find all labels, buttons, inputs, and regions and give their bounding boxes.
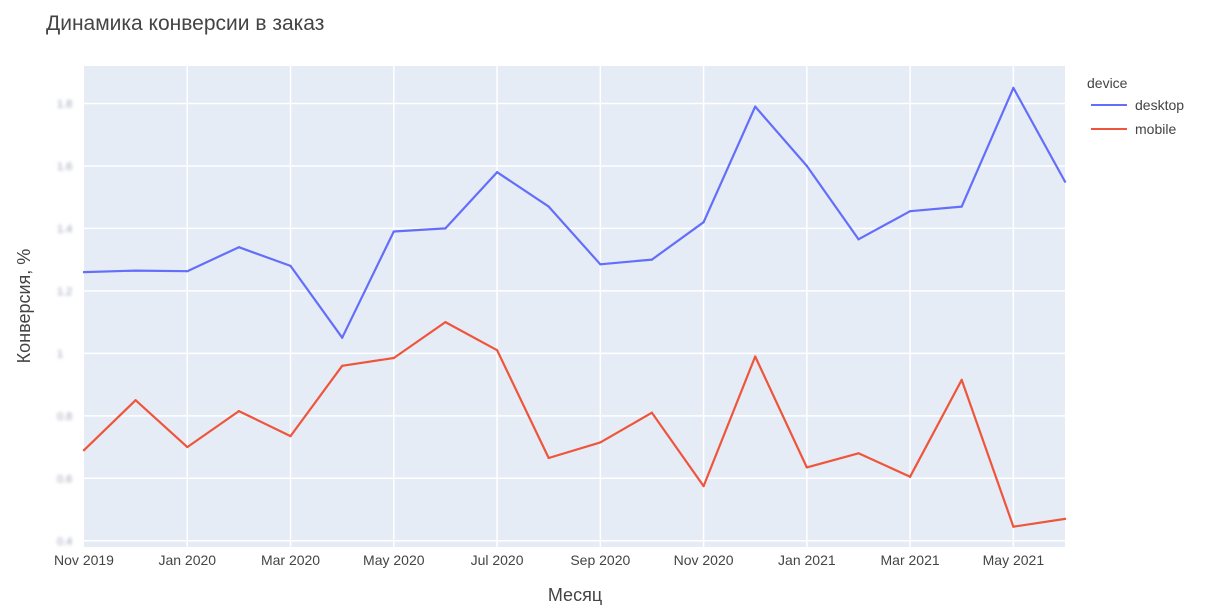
chart-title: Динамика конверсии в заказ <box>46 12 324 35</box>
data-point-desktop <box>134 269 137 272</box>
x-axis-title: Месяц <box>548 585 602 605</box>
data-point-mobile <box>237 410 240 413</box>
data-point-desktop <box>341 336 344 339</box>
data-point-desktop <box>960 205 963 208</box>
data-point-desktop <box>1012 86 1015 89</box>
x-tick-label: Nov 2019 <box>54 552 114 568</box>
y-tick-label: 0.8 <box>57 411 72 423</box>
y-tick-label: 1.2 <box>57 286 72 298</box>
y-axis-title: Конверсия, % <box>14 249 34 364</box>
data-point-desktop <box>237 246 240 249</box>
data-point-desktop <box>650 258 654 261</box>
data-point-desktop <box>547 205 550 208</box>
data-point-desktop <box>909 210 912 213</box>
legend: device desktop mobile <box>1087 75 1184 137</box>
data-point-mobile <box>857 452 860 455</box>
data-point-desktop <box>82 271 86 274</box>
x-tick-label: May 2020 <box>363 552 425 568</box>
x-tick-label: Jan 2020 <box>158 552 216 568</box>
data-point-desktop <box>392 230 395 233</box>
data-point-mobile <box>650 411 654 414</box>
data-point-mobile <box>495 349 499 352</box>
plot-background <box>84 66 1065 547</box>
x-tick-label: Nov 2020 <box>674 552 734 568</box>
data-point-desktop <box>857 238 860 241</box>
y-tick-label: 1.6 <box>57 161 72 173</box>
data-point-desktop <box>805 164 808 168</box>
y-tick-labels: 0.4 0.6 0.8 1 1.2 1.4 1.6 1.8 <box>57 98 72 547</box>
legend-label-mobile: mobile <box>1135 121 1176 137</box>
series-line-mobile <box>82 321 1067 528</box>
data-point-mobile <box>909 475 912 478</box>
x-tick-labels: Nov 2019 Jan 2020 Mar 2020 May 2020 Jul 2020… <box>54 552 1044 568</box>
data-point-mobile <box>186 445 189 449</box>
x-tick-label: Jan 2021 <box>778 552 836 568</box>
data-point-mobile <box>392 356 395 360</box>
data-point-mobile <box>547 456 550 460</box>
data-point-mobile <box>805 466 808 469</box>
x-gridlines <box>186 66 1015 547</box>
y-tick-label: 0.4 <box>57 536 72 548</box>
data-point-desktop <box>444 227 447 230</box>
data-point-desktop <box>289 264 292 267</box>
x-tick-label: Mar 2020 <box>261 552 320 568</box>
y-tick-label: 0.6 <box>57 473 72 485</box>
data-point-mobile <box>599 441 602 444</box>
data-point-mobile <box>754 355 757 358</box>
legend-title: device <box>1087 75 1128 91</box>
legend-item-mobile[interactable]: mobile <box>1091 121 1176 137</box>
series-line-desktop <box>82 86 1067 339</box>
series-lines <box>82 86 1067 528</box>
x-tick-label: Mar 2021 <box>881 552 940 568</box>
data-point-mobile <box>82 449 86 452</box>
data-point-desktop <box>702 221 705 224</box>
data-point-desktop <box>186 270 189 273</box>
y-tick-label: 1 <box>57 348 63 360</box>
data-point-mobile <box>1063 517 1067 520</box>
x-tick-label: Sep 2020 <box>570 552 630 568</box>
x-tick-label: Jul 2020 <box>471 552 524 568</box>
legend-item-desktop[interactable]: desktop <box>1091 97 1184 113</box>
y-tick-label: 1.8 <box>57 98 72 110</box>
data-point-mobile <box>289 435 292 438</box>
x-tick-label: May 2021 <box>983 552 1045 568</box>
data-point-desktop <box>1063 180 1067 183</box>
data-point-mobile <box>444 321 447 324</box>
data-point-mobile <box>134 399 137 402</box>
data-point-mobile <box>702 484 705 488</box>
data-point-desktop <box>495 171 499 174</box>
data-point-desktop <box>599 263 602 266</box>
data-point-mobile <box>341 364 344 367</box>
data-point-mobile <box>1012 525 1015 528</box>
data-point-mobile <box>960 378 963 381</box>
legend-label-desktop: desktop <box>1135 97 1184 113</box>
y-tick-label: 1.4 <box>57 223 72 235</box>
data-point-desktop <box>754 105 757 108</box>
